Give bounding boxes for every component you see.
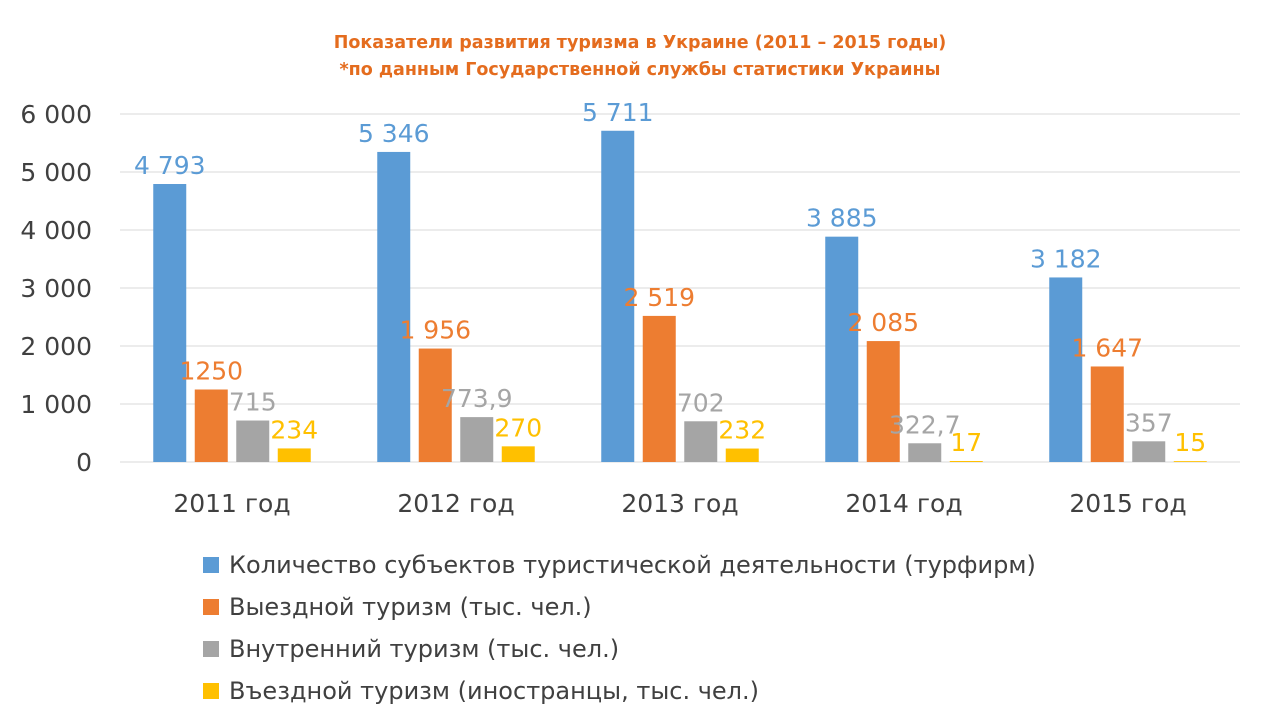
data-label: 234 [270, 415, 318, 444]
data-label: 2 519 [623, 283, 695, 312]
data-label: 322,7 [889, 410, 961, 439]
legend-item: Въездной туризм (иностранцы, тыс. чел.) [203, 670, 1036, 712]
bar [908, 443, 942, 462]
y-tick-label: 0 [76, 448, 92, 477]
bar [377, 151, 411, 462]
bar [949, 461, 983, 462]
data-label: 773,9 [441, 384, 513, 413]
bar [725, 448, 759, 462]
legend-swatch [203, 599, 219, 615]
legend-label: Количество субъектов туристической деяте… [229, 551, 1036, 579]
bar [1132, 441, 1166, 462]
data-label: 232 [718, 416, 766, 445]
data-label: 357 [1125, 408, 1173, 437]
y-tick-label: 2 000 [20, 332, 92, 361]
data-label: 17 [950, 428, 982, 457]
chart-legend: Количество субъектов туристической деяте… [203, 544, 1036, 712]
x-tick-label: 2014 год [845, 489, 962, 518]
legend-swatch [203, 683, 219, 699]
bar [601, 130, 635, 462]
data-label: 1 956 [399, 316, 471, 345]
legend-item: Выездной туризм (тыс. чел.) [203, 586, 1036, 628]
x-tick-label: 2011 год [173, 489, 290, 518]
bar [642, 315, 676, 462]
data-label: 2 085 [847, 308, 919, 337]
data-label: 3 885 [806, 204, 878, 233]
data-label: 270 [494, 413, 542, 442]
y-tick-label: 4 000 [20, 216, 92, 245]
x-tick-label: 2013 год [621, 489, 738, 518]
y-tick-label: 3 000 [20, 274, 92, 303]
bar [194, 389, 228, 462]
legend-swatch [203, 557, 219, 573]
bar [1173, 461, 1207, 462]
y-tick-label: 5 000 [20, 158, 92, 187]
chart-title-block: Показатели развития туризма в Украине (2… [0, 30, 1280, 84]
bar [236, 420, 270, 462]
y-tick-label: 6 000 [20, 100, 92, 129]
bar [277, 448, 311, 462]
bar [1090, 366, 1124, 462]
legend-item: Внутренний туризм (тыс. чел.) [203, 628, 1036, 670]
data-label: 3 182 [1030, 244, 1102, 273]
data-label: 1250 [179, 357, 243, 386]
bar [418, 348, 452, 462]
data-label: 715 [229, 388, 277, 417]
bar [684, 421, 718, 462]
bar [866, 341, 900, 462]
data-label: 5 711 [582, 98, 654, 127]
bar [153, 184, 187, 463]
x-tick-label: 2012 год [397, 489, 514, 518]
legend-label: Въездной туризм (иностранцы, тыс. чел.) [229, 677, 760, 705]
data-label: 1 647 [1071, 333, 1143, 362]
bar [460, 417, 494, 462]
data-label: 5 346 [358, 119, 430, 148]
legend-item: Количество субъектов туристической деяте… [203, 544, 1036, 586]
data-label: 702 [677, 388, 725, 417]
y-tick-label: 1 000 [20, 390, 92, 419]
legend-swatch [203, 641, 219, 657]
bar [501, 446, 535, 462]
data-label: 4 793 [134, 151, 206, 180]
legend-label: Внутренний туризм (тыс. чел.) [229, 635, 620, 663]
chart-subtitle: *по данным Государственной службы статис… [339, 60, 941, 80]
legend-label: Выездной туризм (тыс. чел.) [229, 593, 592, 621]
chart-title: Показатели развития туризма в Украине (2… [333, 33, 947, 53]
bar-chart: 0 1 000 2 000 3 000 4 000 5 000 6 000 4 793 1250… [20, 98, 1240, 518]
bar [1049, 277, 1083, 462]
x-tick-label: 2015 год [1069, 489, 1186, 518]
data-label: 15 [1174, 428, 1206, 457]
bar [825, 236, 859, 462]
